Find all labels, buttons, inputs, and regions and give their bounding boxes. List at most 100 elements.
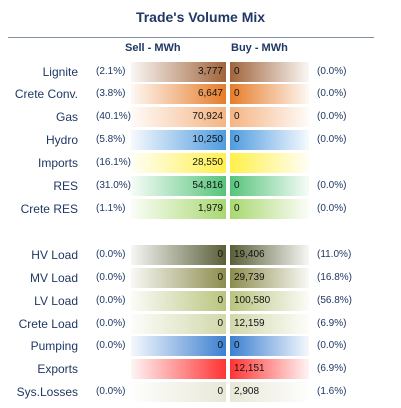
table-row: Crete Load (0.0%) 0 12,159 (6.9%): [0, 314, 401, 334]
buy-percent: (1.6%): [317, 386, 347, 397]
sell-value: 54,816: [192, 180, 223, 191]
table-row: Exports 12,151 (6.9%): [0, 359, 401, 379]
table-row: LV Load (0.0%) 0 100,580 (56.8%): [0, 291, 401, 311]
buy-value: 12,151: [234, 363, 265, 374]
sell-percent: (16.1%): [96, 157, 132, 168]
row-label-lv-load: LV Load: [34, 294, 78, 308]
sell-value: 0: [217, 386, 223, 397]
buy-value: 2,908: [234, 386, 260, 397]
buy-percent: (56.8%): [317, 295, 353, 306]
sell-value: 3,777: [197, 66, 223, 77]
table-row: Crete RES (1.1%) 1,979 0 (0.0%): [0, 199, 401, 219]
buy-percent: (6.9%): [317, 363, 347, 374]
title-divider: [8, 37, 374, 38]
buy-value-cell: 0: [230, 84, 309, 104]
row-label-lignite: Lignite: [42, 65, 78, 79]
buy-value-cell: 0: [230, 199, 309, 219]
sell-value-cell: 70,924: [131, 107, 226, 127]
buy-value-cell: 0: [230, 176, 309, 196]
sell-value: 0: [217, 249, 223, 260]
buy-percent: (16.8%): [317, 272, 353, 283]
sell-value-cell: 0: [131, 245, 226, 265]
buy-value: 0: [234, 66, 240, 77]
buy-value: 100,580: [234, 295, 271, 306]
buy-percent: (6.9%): [317, 318, 347, 329]
table-row: Lignite (2.1%) 3,777 0 (0.0%): [0, 62, 401, 82]
sell-percent: (0.0%): [96, 386, 126, 397]
sell-value-cell: 0: [131, 382, 226, 402]
sell-value: 0: [217, 340, 223, 351]
sell-header: Sell - MWh: [125, 42, 181, 54]
sell-value-cell: 1,979: [131, 199, 226, 219]
buy-header: Buy - MWh: [231, 42, 288, 54]
sell-value: 0: [217, 295, 223, 306]
row-label-imports: Imports: [37, 156, 78, 170]
buy-value: 0: [234, 111, 240, 122]
sell-value-cell: 0: [131, 314, 226, 334]
sell-percent: (0.0%): [96, 318, 126, 329]
buy-value-cell: 12,151: [230, 359, 309, 379]
page-title: Trade's Volume Mix: [135, 9, 266, 25]
buy-value-cell: 12,159: [230, 314, 309, 334]
sell-percent: (0.0%): [96, 340, 126, 351]
buy-percent: (0.0%): [317, 203, 347, 214]
buy-value-cell: 0: [230, 336, 309, 356]
row-label-hydro: Hydro: [45, 133, 78, 147]
sell-value-cell: 3,777: [131, 62, 226, 82]
sell-percent: (3.8%): [96, 88, 126, 99]
sell-value-cell: 0: [131, 336, 226, 356]
row-label-res: RES: [53, 179, 78, 193]
sell-value: 0: [217, 272, 223, 283]
buy-value: 0: [234, 203, 240, 214]
sell-percent: (2.1%): [96, 66, 126, 77]
sell-value: 70,924: [192, 111, 223, 122]
row-label-crete-res: Crete RES: [20, 202, 78, 216]
row-label-pumping: Pumping: [30, 339, 78, 353]
sell-percent: (0.0%): [96, 295, 126, 306]
table-row: Hydro (5.8%) 10,250 0 (0.0%): [0, 130, 401, 150]
table-row: Imports (16.1%) 28,550: [0, 153, 401, 173]
buy-percent: (0.0%): [317, 66, 347, 77]
sell-value: 10,250: [192, 134, 223, 145]
sell-value: 28,550: [192, 157, 223, 168]
sell-value: 6,647: [197, 88, 223, 99]
sell-value-cell: 0: [131, 268, 226, 288]
row-label-exports: Exports: [37, 362, 78, 376]
table-row: Sys.Losses (0.0%) 0 2,908 (1.6%): [0, 382, 401, 402]
sell-value: 0: [217, 318, 223, 329]
buy-value: 29,739: [234, 272, 265, 283]
sell-percent: (0.0%): [96, 272, 126, 283]
row-label-hv-load: HV Load: [31, 248, 78, 262]
buy-percent: (0.0%): [317, 88, 347, 99]
buy-value-cell: 100,580: [230, 291, 309, 311]
sell-percent: (1.1%): [96, 203, 126, 214]
table-row: HV Load (0.0%) 0 19,406 (11.0%): [0, 245, 401, 265]
buy-percent: (0.0%): [317, 134, 347, 145]
table-row: Crete Conv. (3.8%) 6,647 0 (0.0%): [0, 84, 401, 104]
buy-value-cell: 29,739: [230, 268, 309, 288]
table-row: Gas (40.1%) 70,924 0 (0.0%): [0, 107, 401, 127]
buy-value-cell: 19,406: [230, 245, 309, 265]
row-label-gas: Gas: [55, 110, 78, 124]
buy-value-cell: 0: [230, 130, 309, 150]
sell-percent: (31.0%): [96, 180, 132, 191]
sell-value-cell: 10,250: [131, 130, 226, 150]
buy-value: 0: [234, 88, 240, 99]
buy-value-cell: 2,908: [230, 382, 309, 402]
buy-value: 12,159: [234, 318, 265, 329]
sell-percent: (40.1%): [96, 111, 132, 122]
row-label-crete-conv: Crete Conv.: [14, 87, 78, 101]
buy-value-cell: 0: [230, 62, 309, 82]
buy-value: 19,406: [234, 249, 265, 260]
buy-percent: (11.0%): [317, 249, 352, 260]
row-label-mv-load: MV Load: [29, 271, 78, 285]
sell-value-cell: 0: [131, 291, 226, 311]
sell-value-cell: [131, 359, 226, 379]
table-row: Pumping (0.0%) 0 0 (0.0%): [0, 336, 401, 356]
buy-value-cell: 0: [230, 107, 309, 127]
buy-value: 0: [234, 180, 240, 191]
table-row: MV Load (0.0%) 0 29,739 (16.8%): [0, 268, 401, 288]
buy-percent: (0.0%): [317, 340, 347, 351]
row-label-crete-load: Crete Load: [18, 317, 78, 331]
sell-percent: (0.0%): [96, 249, 126, 260]
